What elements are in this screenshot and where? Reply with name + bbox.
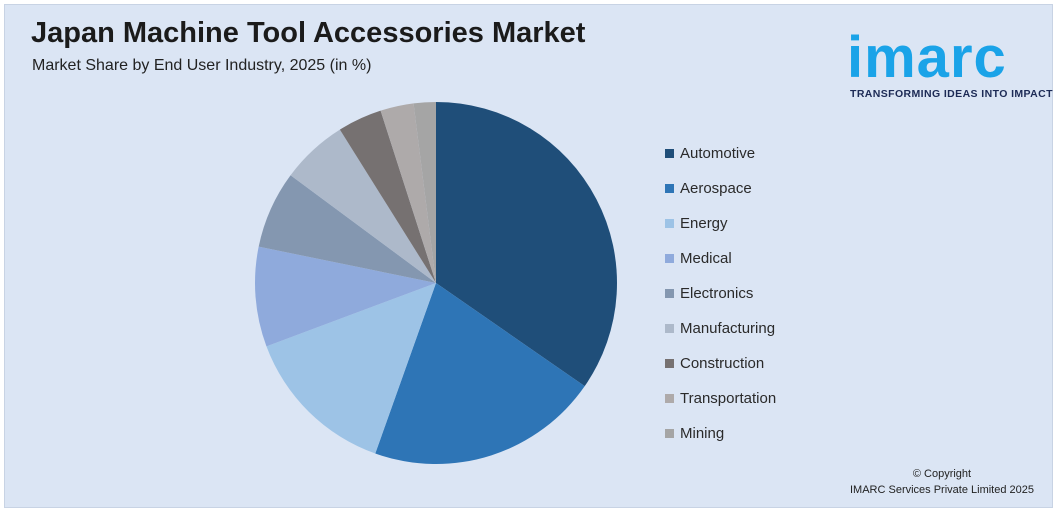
legend-swatch [665,324,674,333]
logo-tagline: TRANSFORMING IDEAS INTO IMPACT [850,88,1053,100]
pie-slice-energy [266,283,436,454]
legend-swatch [665,359,674,368]
chart-subtitle: Market Share by End User Industry, 2025 … [32,57,372,74]
legend-item-manufacturing: Manufacturing [665,311,776,346]
legend-label: Transportation [680,390,777,407]
legend-swatch [665,219,674,228]
pie-slice-aerospace [375,283,585,465]
copyright-notice: © Copyright IMARC Services Private Limit… [850,466,1034,498]
legend-swatch [665,254,674,263]
pie-slice-mining [413,102,436,283]
pie-slice-medical [255,246,436,347]
pie-slice-manufacturing [290,129,436,283]
legend-label: Electronics [680,285,754,302]
pie-slice-electronics [258,175,436,283]
legend-label: Energy [680,215,728,232]
pie-chart [255,102,618,465]
legend-item-automotive: Automotive [665,136,776,171]
legend-item-energy: Energy [665,206,776,241]
legend-label: Construction [680,355,765,372]
legend-swatch [665,429,674,438]
chart-legend: Automotive Aerospace Energy Medical Electron… [665,136,776,451]
legend-label: Mining [680,425,725,442]
imarc-logo: imarc TRANSFORMING IDEAS INTO IMPACT [843,15,1053,105]
legend-item-transportation: Transportation [665,381,776,416]
legend-item-aerospace: Aerospace [665,171,776,206]
pie-slice-construction [339,110,436,283]
legend-swatch [665,149,674,158]
legend-item-electronics: Electronics [665,276,776,311]
chart-card: Japan Machine Tool Accessories Market Ma… [4,4,1053,508]
legend-swatch [665,394,674,403]
legend-label: Manufacturing [680,320,776,337]
legend-label: Aerospace [680,180,752,197]
legend-item-mining: Mining [665,416,776,451]
chart-title: Japan Machine Tool Accessories Market [31,17,586,49]
company-line: IMARC Services Private Limited 2025 [849,484,1034,496]
logo-wordmark: imarc [847,25,1007,90]
legend-swatch [665,289,674,298]
legend-label: Automotive [680,145,756,162]
pie-slice-transportation [380,103,436,283]
pie-slice-automotive [436,102,618,387]
legend-swatch [665,184,674,193]
copyright-line: © Copyright [912,468,972,480]
legend-item-medical: Medical [665,241,776,276]
legend-item-construction: Construction [665,346,776,381]
legend-label: Medical [680,250,732,267]
